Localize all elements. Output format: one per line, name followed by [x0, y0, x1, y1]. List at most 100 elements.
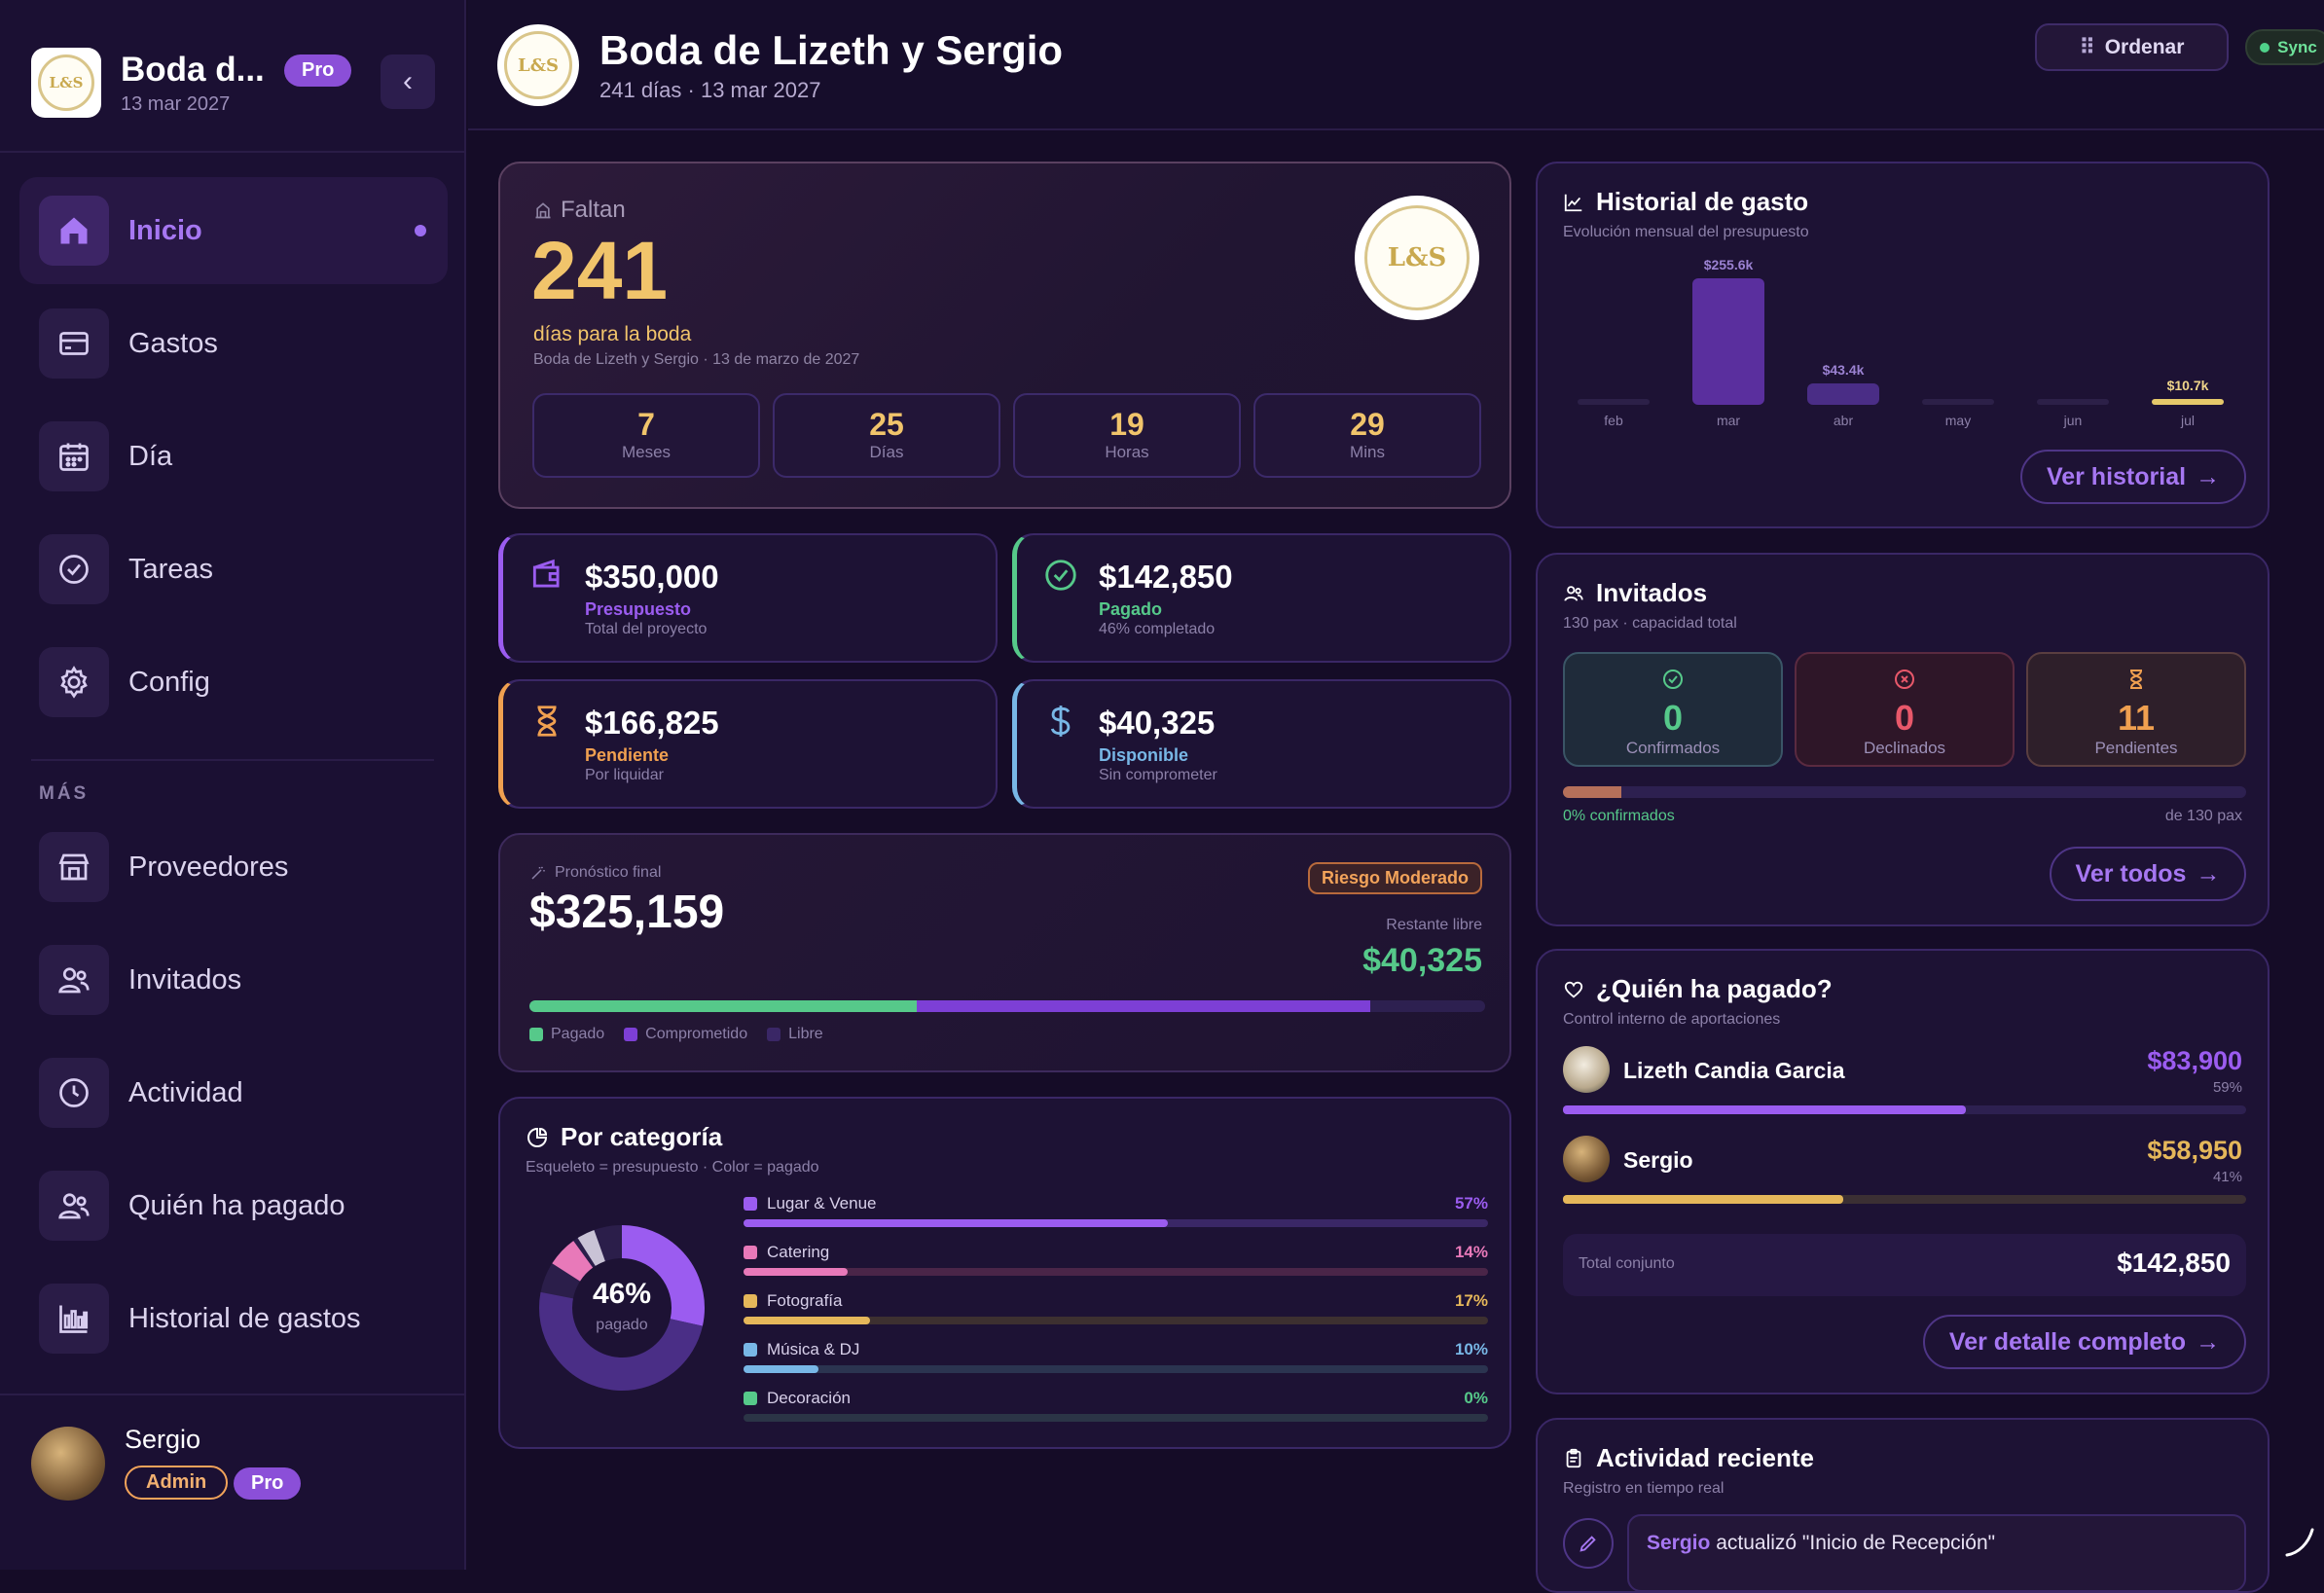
legend-label: Libre — [788, 1026, 823, 1042]
sidebar-item-quien-ha-pagado[interactable]: Quién ha pagado — [19, 1152, 448, 1259]
sidebar-item-config[interactable]: Config — [19, 629, 448, 736]
donut-slice — [539, 1225, 705, 1391]
confirmed-box[interactable]: 0 Confirmados — [1563, 652, 1783, 767]
guest-count-label: Confirmados — [1625, 739, 1721, 757]
declined-box[interactable]: 0 Declinados — [1795, 652, 2015, 767]
top-bar: L&S Boda de Lizeth y Sergio 241 días · 1… — [468, 0, 2324, 130]
total-label: Total conjunto — [1579, 1255, 1675, 1272]
sidebar-item-historial[interactable]: Historial de gastos — [19, 1265, 448, 1372]
payer-amount: $58,950 — [2147, 1136, 2242, 1165]
days-caption: días para la boda — [533, 323, 692, 345]
page-title: Boda de Lizeth y Sergio — [599, 27, 1064, 73]
pending-card[interactable]: $166,825 Pendiente Por liquidar — [498, 679, 998, 809]
sync-status[interactable]: Sync — [2245, 29, 2324, 65]
sync-label: Sync — [2277, 37, 2317, 56]
paid-card[interactable]: $142,850 Pagado 46% completado — [1012, 533, 1511, 663]
category-pct: 14% — [1454, 1243, 1488, 1261]
sidebar-item-inicio[interactable]: Inicio — [19, 177, 448, 284]
drag-handle-icon: ⠿ — [2079, 34, 2095, 59]
legend-swatch — [529, 1028, 543, 1041]
collapse-sidebar-button[interactable]: ‹ — [381, 54, 435, 109]
payers-title: ¿Quién ha pagado? — [1596, 974, 1833, 1003]
activity-title-row: Actividad reciente — [1563, 1443, 1814, 1473]
category-row[interactable]: Decoración 0% — [744, 1389, 1488, 1428]
activity-title: Actividad reciente — [1596, 1443, 1814, 1472]
order-button[interactable]: ⠿ Ordenar — [2035, 23, 2229, 71]
total-contributions: Total conjunto $142,850 — [1563, 1234, 2246, 1296]
guests-title-row: Invitados — [1563, 578, 1707, 608]
legend-paid: Pagado — [529, 1026, 604, 1043]
guest-progress-fill — [1563, 786, 1621, 798]
risk-badge: Riesgo Moderado — [1307, 862, 1482, 894]
wedding-seal: L&S — [1355, 196, 1479, 320]
sidebar-item-label: Inicio — [128, 214, 202, 246]
guest-progress-bar — [1563, 786, 2246, 798]
avatar — [31, 1427, 105, 1501]
category-fill — [744, 1317, 871, 1324]
x-tick-label: feb — [1604, 413, 1623, 428]
guests-title: Invitados — [1596, 578, 1708, 607]
legend-label: Pagado — [551, 1026, 605, 1042]
sidebar-item-label: Proveedores — [128, 851, 289, 883]
sidebar-item-proveedores[interactable]: Proveedores — [19, 814, 448, 921]
payer-name: Sergio — [1623, 1147, 1693, 1173]
countdown-hours: 19 Horas — [1013, 393, 1241, 478]
stat-sublabel: 46% completado — [1099, 621, 1216, 637]
user-profile[interactable]: Sergio Admin Pro — [0, 1394, 466, 1570]
sidebar-title: Boda d... — [121, 51, 265, 89]
category-name: Catering — [744, 1243, 829, 1262]
wedding-logo[interactable]: L&S — [31, 48, 101, 118]
x-tick-label: abr — [1833, 413, 1854, 428]
arrow-right-icon: → — [2196, 859, 2221, 887]
category-pct: 17% — [1454, 1291, 1488, 1310]
sidebar-item-tareas[interactable]: Tareas — [19, 516, 448, 623]
avatar — [1563, 1046, 1610, 1093]
budget-card[interactable]: $350,000 Presupuesto Total del proyecto — [498, 533, 998, 663]
avatar — [1563, 1136, 1610, 1182]
sidebar-date: 13 mar 2027 — [121, 93, 231, 115]
category-row[interactable]: Catering 14% — [744, 1243, 1488, 1282]
sidebar-item-actividad[interactable]: Actividad — [19, 1039, 448, 1146]
bar-mar — [1692, 278, 1764, 405]
line-chart-icon — [1564, 194, 1582, 211]
history-chart: feb mar $255.6k abr $43.4k may jun jul $10.7k — [1538, 251, 2271, 428]
activity-user: Sergio — [1647, 1532, 1711, 1554]
view-all-guests-button[interactable]: Ver todos → — [2050, 847, 2246, 901]
sidebar-item-gastos[interactable]: Gastos — [19, 290, 448, 397]
stat-sublabel: Total del proyecto — [585, 621, 708, 637]
bar-jul — [2152, 399, 2224, 405]
role-badge: Admin — [125, 1466, 229, 1500]
guest-count: 0 — [1662, 698, 1684, 738]
view-detail-button[interactable]: Ver detalle completo → — [1923, 1315, 2246, 1369]
category-row[interactable]: Música & DJ 10% — [744, 1340, 1488, 1379]
section-label-mas: MÁS — [39, 783, 90, 804]
view-history-button[interactable]: Ver historial → — [2020, 450, 2246, 504]
wallet-icon — [532, 559, 560, 588]
seal-icon: L&S — [1364, 205, 1470, 310]
countdown-card: Faltan 241 días para la boda Boda de Liz… — [498, 162, 1511, 509]
category-track — [744, 1219, 1488, 1227]
bar-value-label: $10.7k — [2166, 378, 2209, 393]
activity-entry[interactable]: Sergio actualizó "Inicio de Recepción" — [1627, 1514, 2246, 1592]
category-pct: 0% — [1464, 1389, 1488, 1407]
x-tick-label: jun — [2063, 413, 2083, 428]
bar-jun — [2037, 399, 2109, 405]
legend-swatch — [624, 1028, 638, 1041]
guest-total-label: de 130 pax — [2164, 808, 2242, 824]
countdown-value: 25 — [869, 407, 904, 442]
sidebar-item-invitados[interactable]: Invitados — [19, 926, 448, 1033]
payers-card: ¿Quién ha pagado? Control interno de apo… — [1536, 949, 2270, 1394]
category-row[interactable]: Fotografía 17% — [744, 1291, 1488, 1330]
available-card[interactable]: $40,325 Disponible Sin comprometer — [1012, 679, 1511, 809]
category-fill — [744, 1365, 818, 1373]
sidebar-item-label: Quién ha pagado — [128, 1189, 345, 1221]
sidebar-item-dia[interactable]: Día — [19, 403, 448, 510]
category-label: Música & DJ — [767, 1340, 860, 1358]
category-row[interactable]: Lugar & Venue 57% — [744, 1194, 1488, 1233]
countdown-mins: 29 Mins — [1253, 393, 1481, 478]
bar-chart-icon — [39, 1284, 109, 1354]
bar-value-label: $43.4k — [1822, 361, 1865, 378]
button-label: Ver todos — [2075, 859, 2187, 887]
dollar-icon — [1050, 706, 1071, 737]
pending-box[interactable]: 11 Pendientes — [2026, 652, 2246, 767]
